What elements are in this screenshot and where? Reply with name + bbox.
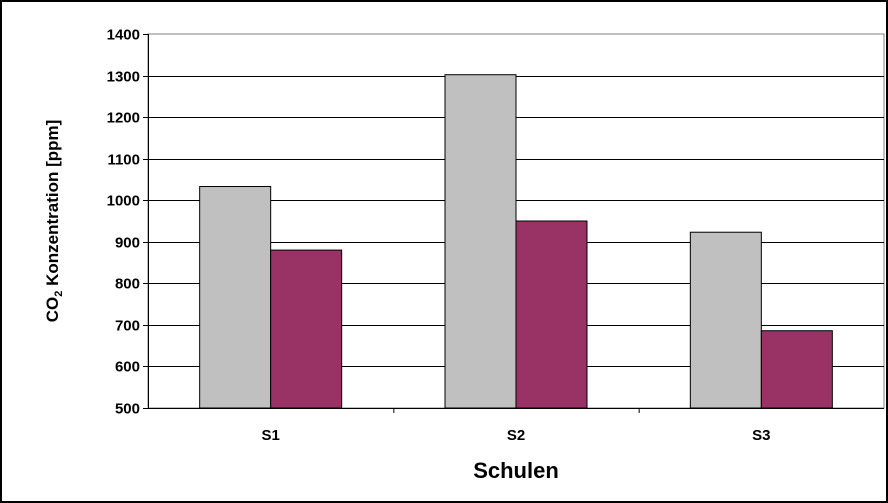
y-tick-label: 600 (115, 359, 140, 376)
y-tick-label: 800 (115, 276, 140, 293)
x-axis-title: Schulen (473, 458, 559, 483)
y-tick-label: 1000 (107, 193, 140, 210)
y-tick-labels: 500 600 700 800 900 1000 1100 1200 1300 1400 (107, 27, 140, 418)
axes (143, 34, 884, 413)
y-tick-label: 1400 (107, 27, 140, 44)
y-axis-title-prefix: CO (43, 297, 62, 323)
x-tick-label: S1 (261, 427, 279, 444)
y-tick-label: 900 (115, 235, 140, 252)
bar-s2-series-1 (444, 74, 517, 409)
y-tick-label: 1300 (107, 69, 140, 86)
bar-s3-series-2 (760, 330, 833, 409)
y-tick-label: 700 (115, 318, 140, 335)
bars (199, 74, 833, 409)
bar-s2-series-2 (515, 220, 588, 409)
bar-s3-series-1 (689, 231, 762, 409)
y-tick-label: 1200 (107, 110, 140, 127)
bar-s1-series-1 (199, 186, 272, 409)
y-tick-label: 1100 (107, 152, 140, 169)
y-axis-title-suffix: Konzentration [ppm] (43, 120, 62, 291)
x-tick-label: S2 (507, 427, 525, 444)
x-tick-labels: S1 S2 S3 (261, 427, 770, 444)
x-tick-label: S3 (752, 427, 770, 444)
y-axis-title-subscript: 2 (53, 291, 65, 297)
bar-s1-series-2 (270, 249, 343, 409)
y-tick-label: 500 (115, 401, 140, 418)
y-axis-title: CO2 Konzentration [ppm] (43, 120, 65, 323)
